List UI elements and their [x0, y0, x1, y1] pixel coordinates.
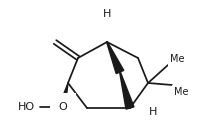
Text: H: H: [149, 107, 157, 117]
Polygon shape: [59, 83, 68, 108]
Text: H: H: [103, 9, 111, 19]
Text: Me: Me: [170, 54, 184, 64]
Text: O: O: [59, 102, 67, 112]
Text: HO: HO: [18, 102, 35, 112]
Polygon shape: [107, 42, 124, 74]
Polygon shape: [120, 72, 134, 109]
Text: Me: Me: [174, 87, 188, 97]
